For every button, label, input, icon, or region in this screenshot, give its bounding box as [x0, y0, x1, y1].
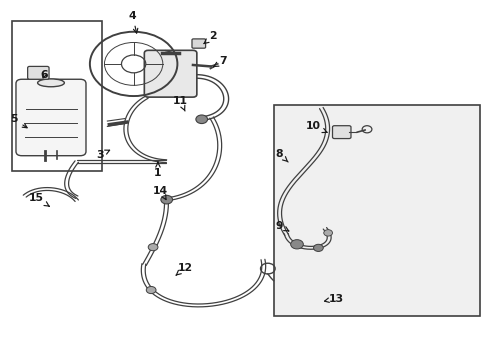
- Text: 1: 1: [154, 162, 162, 178]
- Circle shape: [196, 115, 207, 123]
- FancyBboxPatch shape: [16, 79, 86, 156]
- Text: 8: 8: [275, 149, 287, 162]
- Circle shape: [290, 240, 303, 249]
- Circle shape: [313, 244, 323, 251]
- Text: 10: 10: [305, 121, 326, 132]
- Circle shape: [146, 287, 156, 294]
- Text: 4: 4: [129, 11, 138, 33]
- Text: 13: 13: [324, 294, 343, 303]
- Text: 7: 7: [213, 57, 226, 67]
- Bar: [273, 105, 479, 316]
- Text: 14: 14: [153, 186, 168, 199]
- Text: 2: 2: [203, 31, 216, 44]
- FancyBboxPatch shape: [192, 39, 205, 48]
- Text: 6: 6: [41, 69, 48, 80]
- Text: 11: 11: [172, 96, 187, 111]
- Text: 5: 5: [10, 114, 27, 128]
- Text: 9: 9: [275, 221, 288, 231]
- FancyBboxPatch shape: [28, 66, 49, 79]
- Text: 3: 3: [96, 150, 109, 160]
- Ellipse shape: [38, 79, 64, 87]
- Circle shape: [323, 230, 332, 236]
- FancyBboxPatch shape: [332, 126, 350, 139]
- Circle shape: [148, 244, 158, 251]
- Text: 15: 15: [29, 193, 49, 206]
- Circle shape: [161, 195, 172, 204]
- Bar: [12, 21, 102, 171]
- Text: 12: 12: [176, 262, 192, 275]
- FancyBboxPatch shape: [144, 50, 197, 97]
